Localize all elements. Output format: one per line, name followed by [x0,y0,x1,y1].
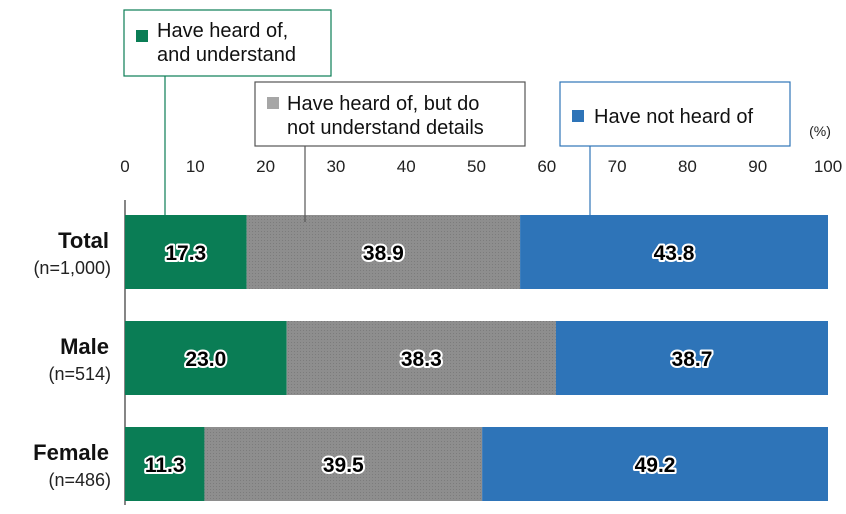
legend-label: and understand [157,44,296,66]
category-label: Female [33,440,109,465]
category-sample-size: (n=514) [48,364,111,384]
category-sample-size: (n=1,000) [33,258,111,278]
legend-box [254,81,526,147]
bar-segment [125,215,247,289]
legend-marker [572,110,584,122]
data-label: 38.7 [672,348,713,371]
category-label: Male [60,334,109,359]
bar-segment [482,427,828,501]
legend-label: Have not heard of [594,106,753,128]
x-tick-label-60: 60 [537,157,556,176]
bar-segment [125,427,205,501]
data-label: 39.5 [323,454,364,477]
x-tick-label-10: 10 [186,157,205,176]
x-tick-label-30: 30 [326,157,345,176]
bar-segment [246,215,521,289]
category-label: Total [58,228,109,253]
legend-marker [136,30,148,42]
legend-label: not understand details [287,117,484,139]
x-tick-label-100: 100 [814,157,842,176]
unit-label: (%) [809,123,831,139]
bar-segment [286,321,556,395]
data-label: 43.8 [654,242,695,265]
data-label: 23.0 [185,348,226,371]
x-tick-label-40: 40 [397,157,416,176]
x-tick-label-80: 80 [678,157,697,176]
legend-box [123,9,332,77]
data-label: 38.3 [401,348,442,371]
x-tick-label-0: 0 [120,157,129,176]
x-tick-label-20: 20 [256,157,275,176]
x-tick-label-70: 70 [608,157,627,176]
bar-segment [555,321,828,395]
bar-segment [204,427,483,501]
category-sample-size: (n=486) [48,470,111,490]
legend-label: Have heard of, but do [287,93,479,115]
data-label: 38.9 [363,242,404,265]
data-label: 17.3 [165,242,206,265]
x-tick-label-50: 50 [467,157,486,176]
data-label: 49.2 [635,454,676,477]
bar-segment [125,321,287,395]
legend-marker [267,97,279,109]
x-tick-label-90: 90 [748,157,767,176]
legend-label: Have heard of, [157,20,288,42]
bar-segment [520,215,828,289]
legend-box [559,81,791,147]
data-label: 11.3 [145,454,185,477]
